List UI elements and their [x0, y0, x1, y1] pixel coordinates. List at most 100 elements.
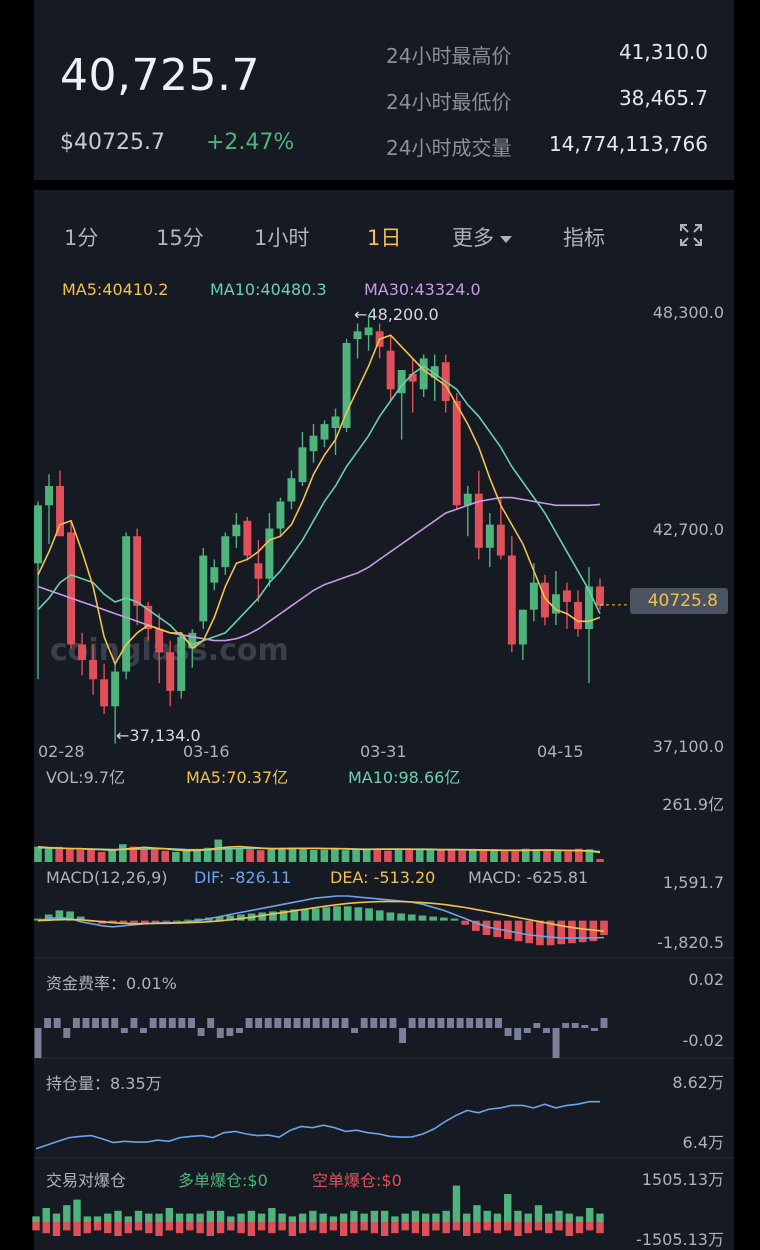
macd-bar: [162, 920, 170, 922]
candle-body: [34, 505, 42, 564]
funding-bar: [379, 1018, 387, 1028]
candle-body: [78, 644, 87, 660]
macd-bar: [333, 906, 341, 921]
funding-bar: [590, 1028, 598, 1031]
x-tick-2: 03-16: [183, 742, 230, 761]
tab-1min[interactable]: 1分: [64, 226, 99, 250]
liq-short-bar: [421, 1222, 430, 1236]
volume-bar: [129, 846, 138, 862]
oi-y-min: 6.4万: [682, 1133, 724, 1152]
funding-bar: [341, 1018, 349, 1028]
macd-bar: [183, 919, 192, 921]
liq-short-bar: [134, 1222, 143, 1231]
volume-bar: [384, 850, 392, 862]
fullscreen-icon[interactable]: [678, 222, 704, 248]
candle-body: [353, 331, 362, 340]
candle-body: [254, 563, 263, 579]
volume-bar: [203, 847, 212, 862]
funding-bar: [188, 1018, 195, 1028]
vol-label: VOL:9.7亿: [46, 768, 126, 787]
volume-bar: [574, 848, 583, 862]
x-tick-3: 03-31: [360, 742, 407, 761]
liq-short-bar: [575, 1222, 584, 1234]
macd-bar: [568, 920, 576, 944]
liq-short-bar: [493, 1222, 502, 1234]
funding-bar: [581, 1025, 589, 1028]
candle-body: [507, 555, 516, 645]
volume-bar: [362, 848, 371, 862]
volume-bar: [288, 848, 297, 862]
liq-short-bar: [104, 1222, 112, 1234]
candle-body: [386, 350, 395, 390]
macd-bar: [429, 916, 437, 921]
macd-bar: [407, 914, 416, 921]
candle-body: [540, 582, 549, 618]
y-tick-mid: 42,700.0: [652, 520, 724, 539]
tab-1hour[interactable]: 1小时: [254, 226, 310, 250]
macd-bar: [269, 911, 277, 921]
liq-short-bar: [93, 1222, 102, 1231]
volume-bar: [108, 850, 117, 862]
tab-indicators[interactable]: 指标: [563, 226, 605, 250]
liq-long-bar: [298, 1213, 307, 1222]
liq-y-max: 1505.13万: [641, 1170, 724, 1189]
volume-bar: [278, 847, 286, 862]
candle-body: [199, 555, 208, 622]
volume-bar: [437, 849, 445, 862]
macd-bar: [76, 916, 85, 921]
volume-bar: [87, 849, 95, 862]
tab-more[interactable]: 更多: [452, 222, 512, 252]
macd-bar: [461, 920, 470, 925]
price-usd: $40725.7: [60, 130, 165, 155]
vol-ma10-label: MA10:98.66亿: [348, 768, 461, 787]
candle-body: [243, 520, 252, 556]
volume-bar: [373, 848, 382, 862]
volume-bar: [511, 851, 519, 862]
liq-long-bar: [278, 1213, 286, 1222]
liq-short-bar: [165, 1222, 174, 1231]
volume-bar: [331, 848, 339, 862]
liq-long-bar: [216, 1210, 225, 1222]
volume-bar: [564, 851, 573, 862]
funding-bar: [600, 1018, 608, 1028]
liq-short: 空单爆仓:$0: [312, 1171, 402, 1190]
volume-bar: [172, 851, 180, 862]
oi-title: 持仓量：8.35万: [46, 1074, 162, 1093]
volume-bar: [161, 850, 170, 862]
liq-short-bar: [63, 1222, 71, 1231]
liq-long-bar: [145, 1213, 153, 1222]
volume-bar: [140, 848, 148, 862]
volume-bar: [543, 849, 551, 862]
volume-bar: [235, 848, 244, 862]
liq-long-bar: [227, 1216, 235, 1222]
high-annotation: ←48,200.0: [354, 305, 439, 324]
price-change: +2.47%: [206, 130, 295, 155]
volume-bar: [119, 844, 127, 862]
tab-1day[interactable]: 1日: [367, 226, 402, 250]
liq-long-bar: [155, 1213, 163, 1222]
funding-bar: [427, 1018, 435, 1028]
stat-volume-label: 24小时成交量: [386, 136, 512, 160]
macd-y-max: 1,591.7: [662, 873, 724, 892]
liq-short-bar: [237, 1222, 245, 1234]
liq-long-bar: [555, 1210, 563, 1222]
price-header: [34, 0, 734, 180]
funding-bar: [178, 1018, 186, 1028]
liq-long-bar: [545, 1213, 553, 1222]
tab-15min[interactable]: 15分: [156, 226, 204, 250]
funding-title: 资金费率：0.01%: [46, 974, 177, 993]
liq-long-bar: [483, 1210, 491, 1222]
candle-body: [452, 400, 461, 506]
volume-bar: [585, 849, 594, 862]
liq-short-bar: [196, 1222, 204, 1234]
liq-long-bar: [237, 1213, 245, 1222]
liq-long-bar: [339, 1213, 348, 1222]
ma5-line: [37, 334, 601, 666]
liq-short-bar: [534, 1222, 543, 1231]
volume-bar: [309, 849, 318, 862]
candle-body: [331, 416, 340, 428]
stat-high-label: 24小时最高价: [386, 44, 512, 68]
liq-long-bar: [462, 1213, 471, 1222]
liq-short-bar: [42, 1222, 50, 1234]
